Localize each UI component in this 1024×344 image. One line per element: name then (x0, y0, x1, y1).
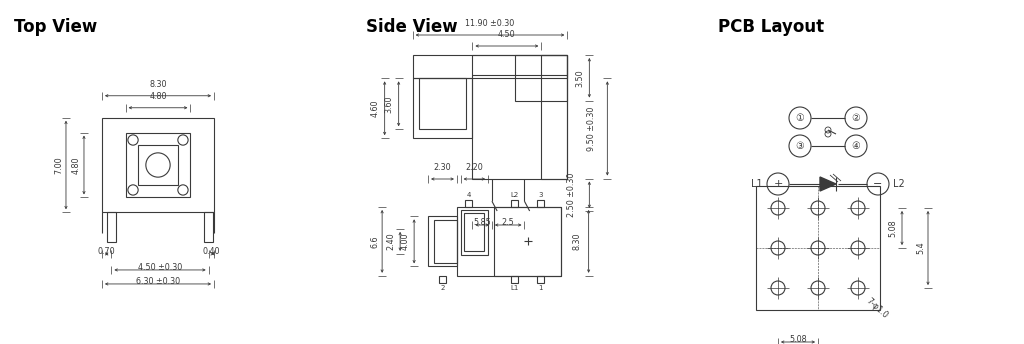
Text: 5.85: 5.85 (473, 218, 492, 227)
Text: 4: 4 (467, 192, 471, 198)
Text: ④: ④ (852, 141, 860, 151)
Text: L2: L2 (510, 192, 518, 198)
Bar (413, 78, 472, 138)
Bar (538, 276, 544, 283)
Bar (465, 200, 472, 207)
Polygon shape (820, 177, 836, 191)
Text: Side View: Side View (366, 18, 458, 36)
Text: 7.00: 7.00 (54, 156, 62, 174)
Text: L1: L1 (752, 179, 763, 189)
Text: 2.40: 2.40 (386, 233, 395, 250)
Bar (538, 200, 544, 207)
Text: 6.30 ±0.30: 6.30 ±0.30 (136, 277, 180, 286)
Bar (542, 55, 567, 179)
Text: 4.80: 4.80 (72, 156, 81, 174)
Text: 3: 3 (539, 192, 543, 198)
Text: 5.4: 5.4 (916, 242, 925, 254)
Text: 4.80: 4.80 (150, 92, 167, 101)
Bar (461, 209, 488, 255)
Text: 2.20: 2.20 (466, 163, 483, 172)
Bar (126, 132, 190, 197)
Text: 2.5: 2.5 (502, 218, 515, 227)
Text: 5.08: 5.08 (790, 335, 807, 344)
Text: +: + (773, 179, 782, 189)
Text: 2: 2 (440, 285, 444, 291)
Bar (428, 216, 457, 266)
Bar (204, 212, 213, 242)
Bar (102, 118, 214, 212)
Text: L2: L2 (893, 179, 905, 189)
Text: Top View: Top View (14, 18, 97, 36)
Bar (138, 145, 178, 185)
Text: 3.60: 3.60 (385, 95, 393, 112)
Text: 7-φ1.0: 7-φ1.0 (864, 296, 889, 320)
Bar (511, 276, 518, 283)
Text: 5.08: 5.08 (888, 219, 897, 237)
Text: 3.50: 3.50 (575, 69, 585, 87)
Text: 4.00: 4.00 (400, 233, 410, 250)
Bar (457, 207, 560, 276)
Bar (756, 186, 880, 310)
Text: 4.50 ±0.30: 4.50 ±0.30 (138, 263, 182, 272)
Bar (413, 55, 567, 78)
Text: 1: 1 (539, 285, 543, 291)
Bar (511, 200, 518, 207)
Text: 8.30: 8.30 (150, 80, 167, 89)
Text: 6.6: 6.6 (370, 235, 379, 248)
Bar (495, 207, 560, 276)
Text: 2.30: 2.30 (434, 163, 452, 172)
Bar (464, 213, 484, 251)
Text: −: − (873, 179, 883, 189)
Text: ②: ② (852, 113, 860, 123)
Bar (434, 220, 457, 262)
Text: 4.50: 4.50 (498, 30, 516, 39)
Text: 9.50 ±0.30: 9.50 ±0.30 (588, 106, 596, 151)
Bar (106, 212, 116, 242)
Text: ①: ① (796, 113, 805, 123)
Text: ③: ③ (796, 141, 805, 151)
Text: 11.90 ±0.30: 11.90 ±0.30 (465, 19, 515, 28)
Bar (472, 55, 567, 179)
Text: 0.40: 0.40 (203, 247, 220, 256)
Text: 2.50 ±0.30: 2.50 ±0.30 (567, 173, 577, 217)
Bar (419, 78, 466, 129)
Text: L1: L1 (510, 285, 518, 291)
Bar (439, 276, 446, 283)
Text: PCB Layout: PCB Layout (718, 18, 824, 36)
Text: 4.60: 4.60 (371, 99, 380, 117)
Bar (515, 55, 567, 100)
Text: 8.30: 8.30 (572, 233, 582, 250)
Text: 0.70: 0.70 (98, 247, 116, 256)
